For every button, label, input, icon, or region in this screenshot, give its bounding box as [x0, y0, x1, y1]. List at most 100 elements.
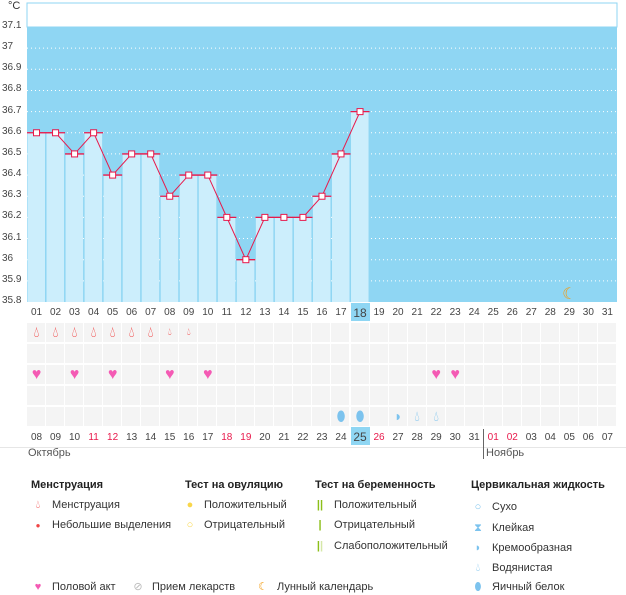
symptom-cell[interactable]: [521, 407, 540, 426]
symptom-cell[interactable]: [236, 386, 255, 405]
cycle-day-label[interactable]: 15: [297, 307, 309, 318]
calendar-date[interactable]: 23: [316, 432, 328, 443]
symptom-cell[interactable]: [293, 365, 312, 384]
symptom-cell[interactable]: [236, 344, 255, 363]
symptom-cell[interactable]: [46, 323, 65, 342]
symptom-cell[interactable]: [331, 323, 350, 342]
symptom-cell[interactable]: [350, 407, 369, 426]
cycle-day-label[interactable]: 18: [350, 303, 370, 321]
cycle-day-label[interactable]: 28: [544, 307, 556, 318]
symptom-cell[interactable]: [179, 323, 198, 342]
spotting-icon[interactable]: 💧︎: [167, 327, 172, 338]
temperature-point[interactable]: [242, 256, 250, 264]
symptom-cell[interactable]: [293, 323, 312, 342]
egg-icon[interactable]: ⬮: [355, 408, 365, 424]
symptom-cell[interactable]: [502, 344, 521, 363]
symptom-cell[interactable]: [27, 344, 45, 363]
symptom-cell[interactable]: [160, 386, 179, 405]
symptom-cell[interactable]: [46, 407, 65, 426]
cycle-day-label[interactable]: 04: [88, 307, 100, 318]
temperature-point[interactable]: [71, 150, 79, 158]
symptom-cell[interactable]: [160, 365, 179, 384]
heart-icon[interactable]: ♥: [164, 366, 175, 383]
calendar-date[interactable]: 27: [392, 432, 404, 443]
cycle-day-label[interactable]: 19: [373, 307, 385, 318]
symptom-cell[interactable]: [464, 323, 483, 342]
calendar-date[interactable]: 02: [506, 432, 518, 443]
symptom-cell[interactable]: [559, 365, 578, 384]
symptom-cell[interactable]: [122, 407, 141, 426]
symptom-cell[interactable]: [331, 386, 350, 405]
symptom-cell[interactable]: [388, 407, 407, 426]
symptom-cell[interactable]: [521, 365, 540, 384]
cycle-day-label[interactable]: 17: [335, 307, 347, 318]
menstruation-icon[interactable]: 💧︎: [128, 324, 135, 341]
symptom-cell[interactable]: [236, 407, 255, 426]
temperature-point[interactable]: [280, 213, 288, 221]
symptom-cell[interactable]: [198, 365, 217, 384]
symptom-cell[interactable]: [597, 344, 616, 363]
symptom-cell[interactable]: [597, 323, 616, 342]
symptom-cell[interactable]: [122, 323, 141, 342]
heart-icon[interactable]: ♥: [107, 366, 118, 383]
cycle-day-label[interactable]: 25: [487, 307, 499, 318]
symptom-cell[interactable]: [540, 344, 559, 363]
calendar-date[interactable]: 08: [30, 432, 43, 443]
symptom-cell[interactable]: [464, 344, 483, 363]
symptom-cell[interactable]: [407, 407, 426, 426]
symptom-cell[interactable]: [445, 323, 464, 342]
symptom-cell[interactable]: [198, 407, 217, 426]
creamy-drop-icon[interactable]: ◗: [393, 408, 403, 424]
symptom-cell[interactable]: [274, 365, 293, 384]
symptom-cell[interactable]: [103, 407, 122, 426]
temperature-point[interactable]: [128, 150, 136, 158]
symptom-cell[interactable]: [426, 323, 445, 342]
symptom-cell[interactable]: [369, 386, 388, 405]
symptom-cell[interactable]: [426, 344, 445, 363]
cycle-day-label[interactable]: 21: [411, 307, 423, 318]
symptom-cell[interactable]: [388, 323, 407, 342]
symptom-cell[interactable]: [502, 323, 521, 342]
heart-icon[interactable]: ♥: [69, 366, 80, 383]
symptom-cell[interactable]: [388, 386, 407, 405]
cycle-day-label[interactable]: 09: [183, 307, 195, 318]
symptom-cell[interactable]: [46, 386, 65, 405]
symptom-cell[interactable]: [65, 365, 84, 384]
symptom-cell[interactable]: [217, 407, 236, 426]
symptom-cell[interactable]: [350, 323, 369, 342]
cycle-day-label[interactable]: 24: [468, 307, 480, 318]
symptom-cell[interactable]: [502, 407, 521, 426]
calendar-date[interactable]: 17: [202, 432, 214, 443]
temperature-point[interactable]: [109, 171, 117, 179]
symptom-cell[interactable]: [540, 386, 559, 405]
symptom-cell[interactable]: [255, 365, 274, 384]
calendar-date[interactable]: 01: [487, 432, 499, 443]
symptom-cell[interactable]: [65, 407, 84, 426]
cycle-day-label[interactable]: 08: [164, 307, 176, 318]
symptom-cell[interactable]: [483, 344, 502, 363]
calendar-date[interactable]: 19: [240, 432, 252, 443]
temperature-point[interactable]: [147, 150, 155, 158]
symptom-cell[interactable]: [312, 323, 331, 342]
symptom-cell[interactable]: [559, 386, 578, 405]
symptom-cell[interactable]: [540, 407, 559, 426]
menstruation-icon[interactable]: 💧︎: [52, 324, 59, 341]
symptom-cell[interactable]: [141, 386, 160, 405]
symptom-cell[interactable]: [84, 344, 103, 363]
symptom-cell[interactable]: [122, 386, 141, 405]
symptom-cell[interactable]: [388, 344, 407, 363]
symptom-cell[interactable]: [369, 365, 388, 384]
calendar-date[interactable]: 11: [88, 432, 99, 443]
symptom-cell[interactable]: [407, 344, 426, 363]
symptom-cell[interactable]: [217, 386, 236, 405]
temperature-point[interactable]: [33, 129, 41, 137]
cycle-day-label[interactable]: 11: [221, 307, 232, 318]
symptom-cell[interactable]: [141, 365, 160, 384]
symptom-cell[interactable]: [255, 323, 274, 342]
symptom-cell[interactable]: [293, 344, 312, 363]
cycle-day-label[interactable]: 07: [145, 307, 157, 318]
cycle-day-label[interactable]: 06: [126, 307, 138, 318]
symptom-cell[interactable]: [578, 344, 597, 363]
symptom-cell[interactable]: [103, 323, 122, 342]
symptom-cell[interactable]: [255, 386, 274, 405]
